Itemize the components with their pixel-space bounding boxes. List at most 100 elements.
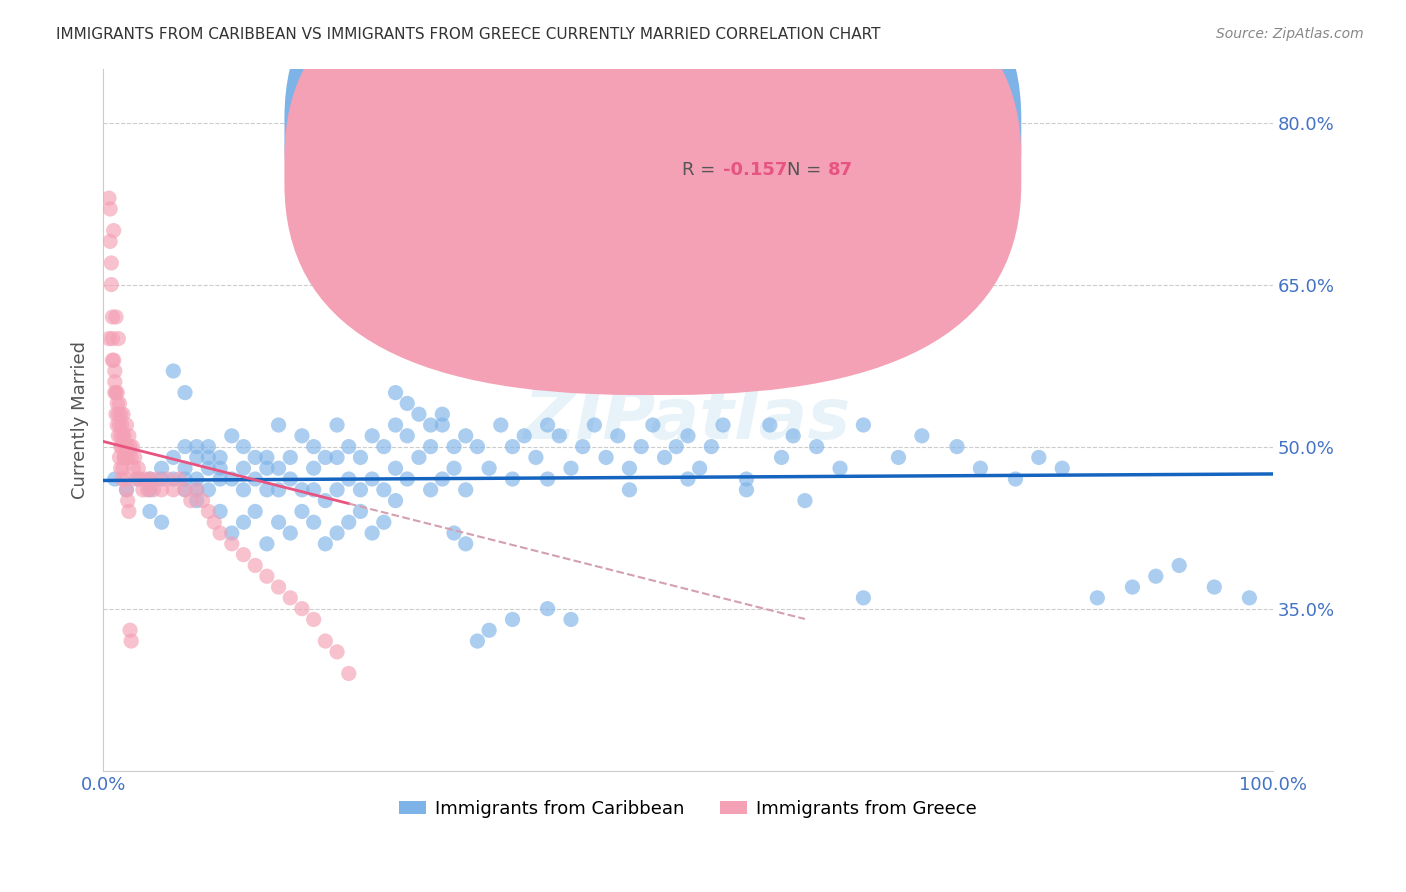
Point bbox=[209, 450, 232, 465]
Text: 0.030: 0.030 bbox=[723, 123, 780, 141]
Point bbox=[127, 461, 149, 475]
Point bbox=[105, 396, 128, 410]
Point bbox=[108, 450, 131, 465]
Point bbox=[104, 375, 127, 389]
Point bbox=[302, 483, 325, 497]
Point bbox=[197, 504, 219, 518]
Point bbox=[120, 450, 142, 465]
Point bbox=[267, 417, 290, 432]
Point bbox=[174, 461, 197, 475]
Point bbox=[770, 450, 793, 465]
Point bbox=[101, 310, 124, 324]
Point bbox=[560, 612, 582, 626]
Point bbox=[243, 504, 266, 518]
Point bbox=[443, 526, 465, 541]
Point bbox=[1028, 450, 1050, 465]
Point bbox=[641, 417, 664, 432]
Point bbox=[186, 483, 208, 497]
Point bbox=[174, 483, 197, 497]
Point bbox=[98, 235, 121, 249]
Point bbox=[136, 483, 159, 497]
Point bbox=[513, 429, 536, 443]
Point bbox=[209, 526, 232, 541]
Point bbox=[396, 429, 419, 443]
Point bbox=[267, 461, 290, 475]
Point bbox=[232, 515, 254, 529]
Point bbox=[117, 493, 139, 508]
Text: IMMIGRANTS FROM CARIBBEAN VS IMMIGRANTS FROM GREECE CURRENTLY MARRIED CORRELATIO: IMMIGRANTS FROM CARIBBEAN VS IMMIGRANTS … bbox=[56, 27, 880, 42]
Point bbox=[536, 601, 558, 615]
Point bbox=[101, 353, 124, 368]
Point bbox=[278, 472, 301, 486]
Point bbox=[100, 277, 122, 292]
Point bbox=[114, 472, 136, 486]
Point bbox=[454, 429, 477, 443]
Point bbox=[1052, 461, 1074, 475]
Point bbox=[191, 493, 214, 508]
Point bbox=[124, 450, 146, 465]
Point bbox=[127, 472, 149, 486]
Point bbox=[150, 483, 173, 497]
Point bbox=[676, 429, 699, 443]
Point bbox=[117, 450, 139, 465]
Point bbox=[111, 440, 134, 454]
Point bbox=[911, 429, 934, 443]
Point bbox=[104, 310, 127, 324]
Point bbox=[221, 429, 243, 443]
Point bbox=[146, 472, 169, 486]
Point bbox=[174, 385, 197, 400]
Point bbox=[267, 515, 290, 529]
Point bbox=[174, 483, 197, 497]
Point bbox=[202, 515, 225, 529]
Point bbox=[759, 417, 782, 432]
Point bbox=[256, 569, 278, 583]
Point bbox=[267, 580, 290, 594]
Point bbox=[107, 429, 129, 443]
Point bbox=[349, 504, 371, 518]
Point bbox=[256, 483, 278, 497]
Point bbox=[326, 645, 349, 659]
Point bbox=[162, 483, 184, 497]
Point bbox=[630, 440, 652, 454]
Point bbox=[167, 472, 190, 486]
Point bbox=[396, 472, 419, 486]
Point bbox=[454, 483, 477, 497]
Point bbox=[111, 461, 134, 475]
Point bbox=[419, 483, 441, 497]
Point bbox=[112, 429, 135, 443]
Point bbox=[443, 440, 465, 454]
Point bbox=[105, 385, 128, 400]
Point bbox=[361, 429, 384, 443]
Point bbox=[560, 461, 582, 475]
Point bbox=[478, 624, 501, 638]
Point bbox=[267, 483, 290, 497]
Text: R =: R = bbox=[682, 161, 721, 179]
Point bbox=[111, 429, 134, 443]
Point bbox=[162, 364, 184, 378]
Point bbox=[969, 461, 991, 475]
Point bbox=[654, 450, 676, 465]
Point bbox=[243, 472, 266, 486]
Point bbox=[467, 634, 489, 648]
FancyBboxPatch shape bbox=[284, 0, 1021, 395]
Point bbox=[467, 440, 489, 454]
Point bbox=[118, 624, 141, 638]
Point bbox=[232, 548, 254, 562]
Point bbox=[111, 472, 134, 486]
Point bbox=[98, 191, 121, 205]
Point bbox=[110, 429, 132, 443]
Point bbox=[118, 440, 141, 454]
Point bbox=[142, 483, 165, 497]
Point bbox=[243, 450, 266, 465]
Point bbox=[373, 515, 395, 529]
Point bbox=[443, 461, 465, 475]
Point bbox=[806, 440, 828, 454]
Point bbox=[887, 450, 910, 465]
Point bbox=[548, 429, 571, 443]
Point bbox=[243, 558, 266, 573]
Point bbox=[186, 440, 208, 454]
Point bbox=[489, 417, 512, 432]
Point bbox=[115, 417, 138, 432]
Point bbox=[115, 483, 138, 497]
Point bbox=[232, 440, 254, 454]
